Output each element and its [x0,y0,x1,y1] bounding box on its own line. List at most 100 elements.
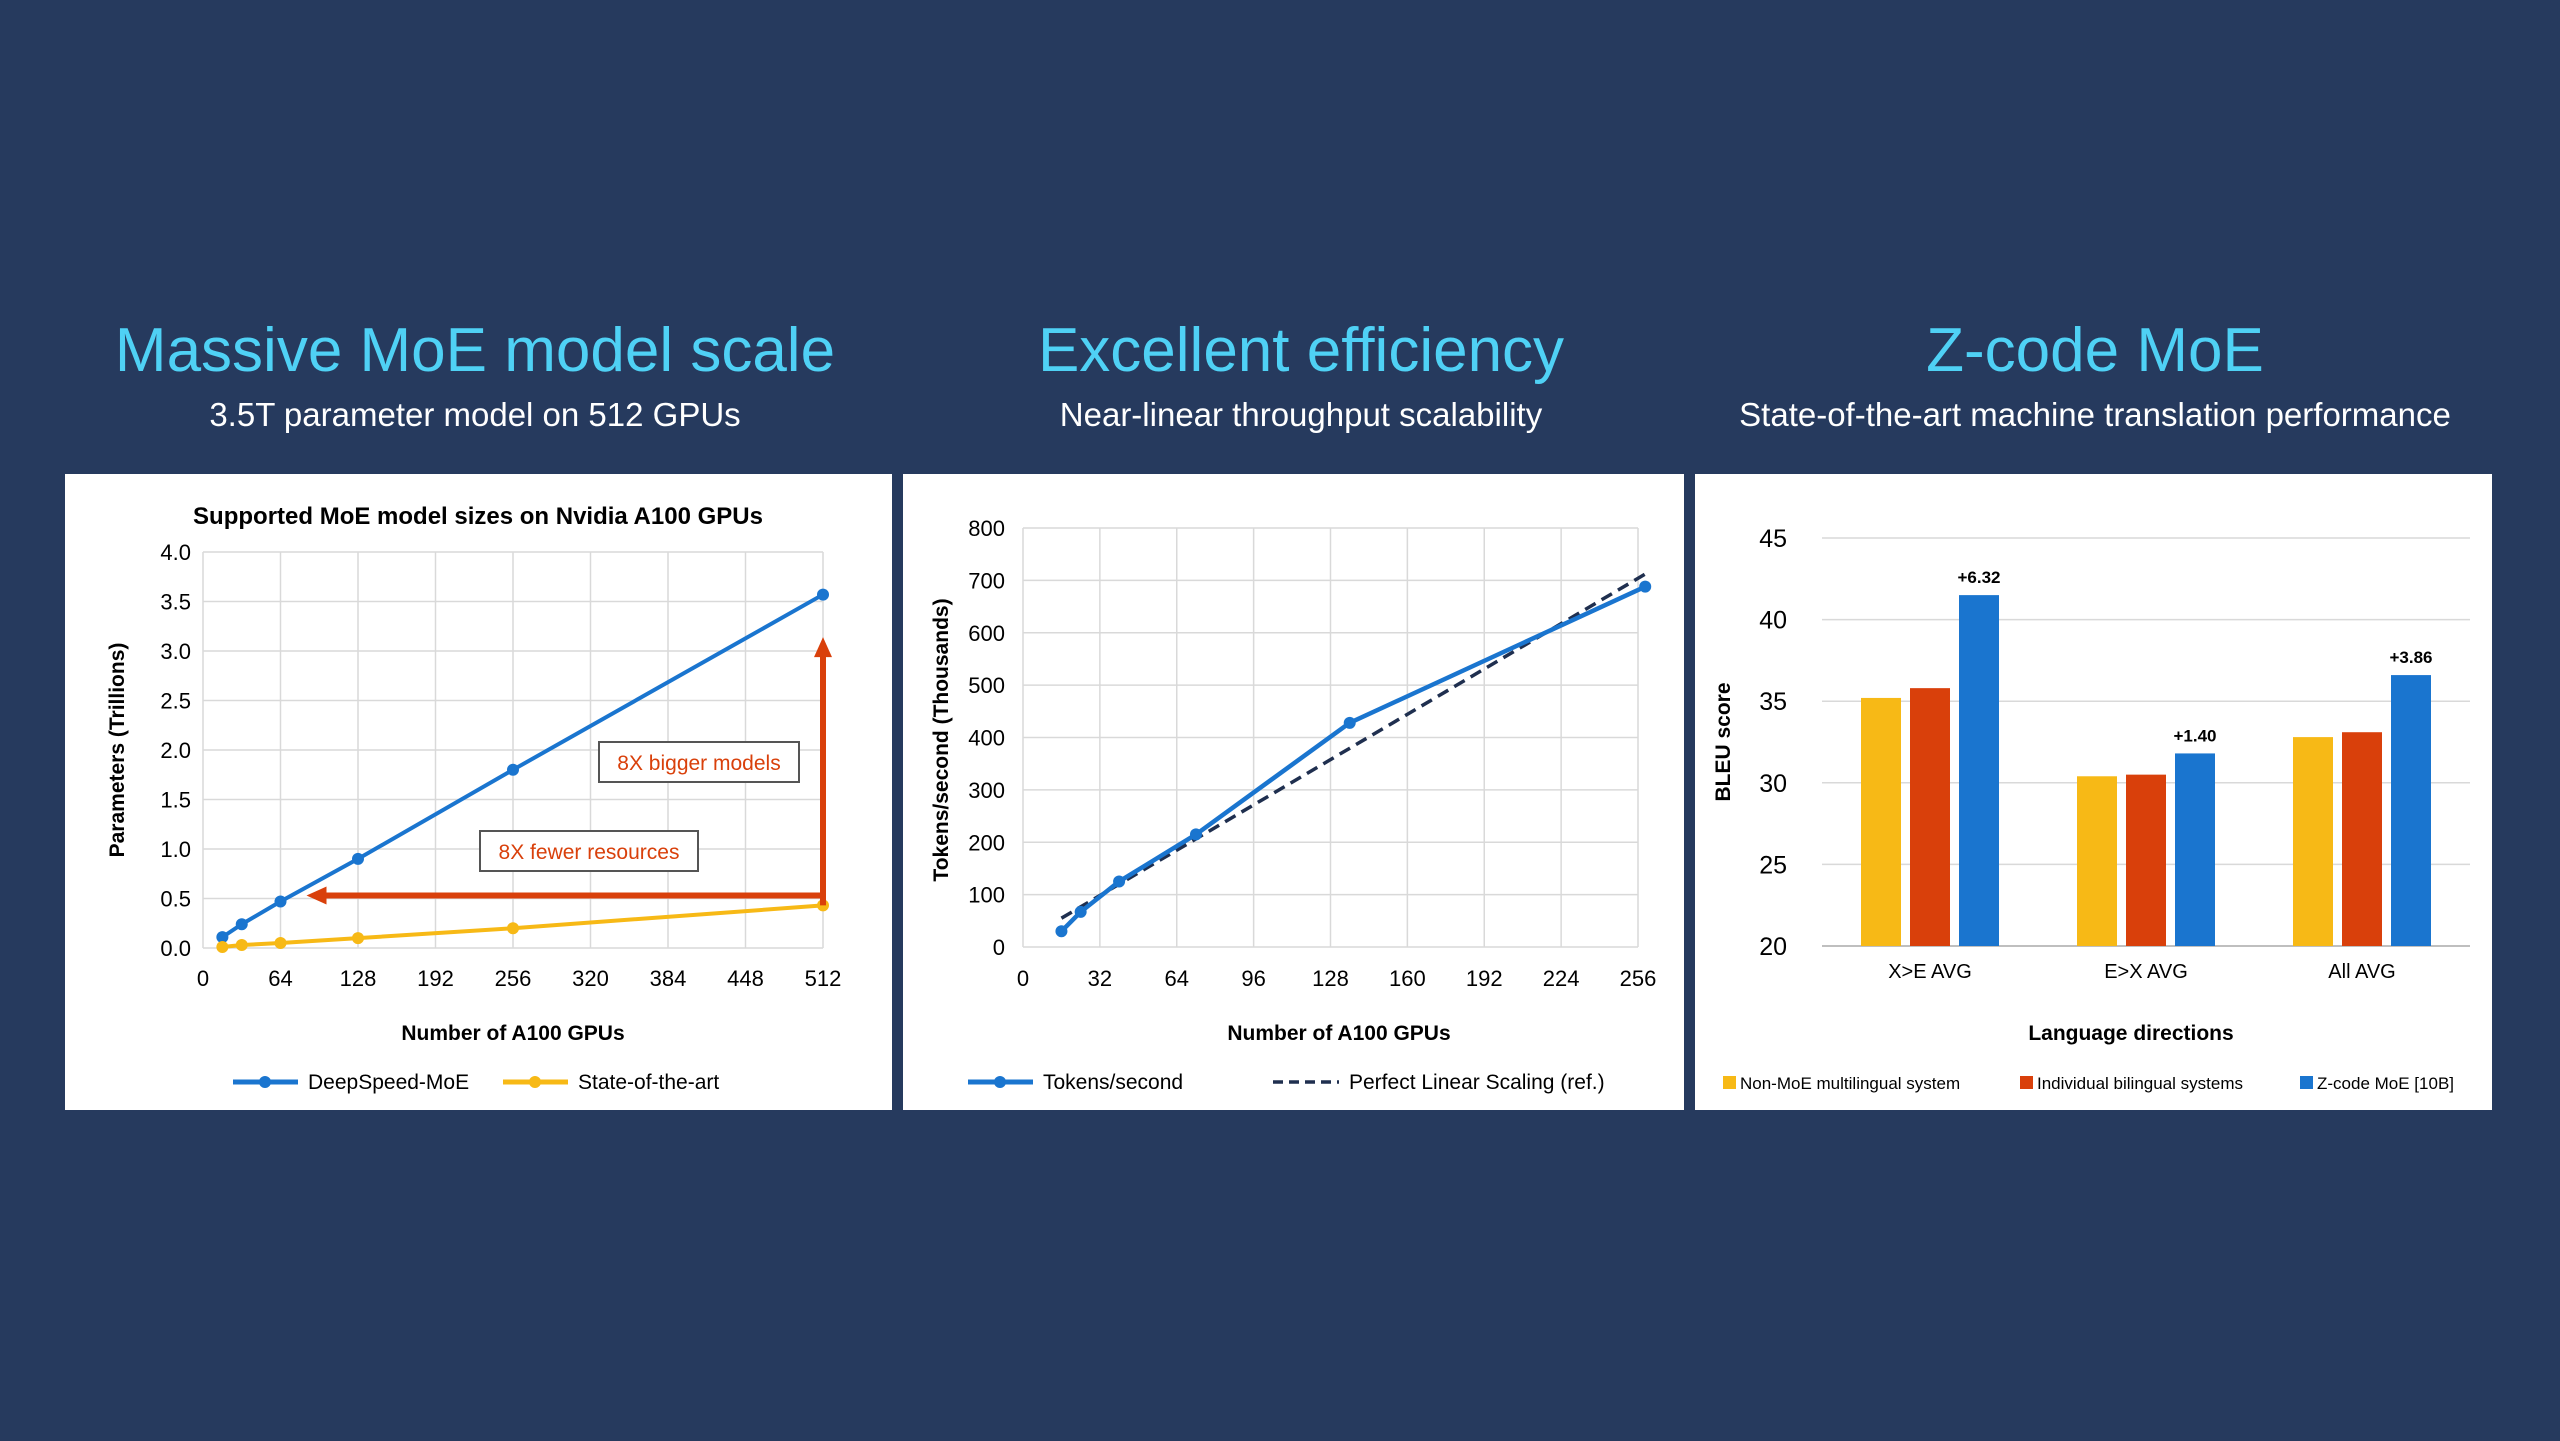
x-tick-label: 512 [805,966,842,991]
x-tick-label: E>X AVG [2104,961,2188,983]
y-tick-label: 35 [1759,688,1787,716]
data-point [274,895,287,908]
y-tick-label: 700 [968,568,1005,593]
y-tick-label: 800 [968,516,1005,541]
x-tick-label: 64 [268,966,292,991]
model-size-chart: Supported MoE model sizes on Nvidia A100… [106,503,842,1094]
data-point [507,763,519,776]
x-tick-label: All AVG [2328,961,2395,983]
legend-swatch [1723,1076,1736,1089]
y-tick-label: 100 [968,883,1005,908]
chart-panel-throughput: 0 100 200 300 400 500 600 700 800 0 32 64 96 128 160 19… [903,474,1684,1110]
annotation-fewer-resources: 8X fewer resources [499,841,680,864]
y-tick-label: 600 [968,621,1005,646]
x-tick-label: 224 [1543,966,1580,991]
x-tick-label: 64 [1165,966,1189,991]
data-point [235,939,248,952]
section-zcode: Z-code MoE State-of-the-art machine tran… [1695,316,2495,433]
bleu-chart: 20 25 30 35 40 45 BLEU score Language direction… [1712,525,2470,1093]
bar [2126,774,2166,946]
y-tick-label: 25 [1759,851,1787,879]
data-point [216,931,229,944]
y-tick-label: 2.5 [160,689,191,714]
x-tick-label: 256 [495,966,532,991]
arrow-head-left [306,886,327,905]
legend-label: Individual bilingual systems [2037,1074,2243,1093]
legend-swatch [2020,1076,2033,1089]
x-tick-label: 32 [1088,966,1112,991]
x-tick-label: 128 [1312,966,1349,991]
data-label: +1.40 [2173,726,2216,745]
annotation-bigger-models: 8X bigger models [617,752,780,775]
chart-panel-bleu: 20 25 30 35 40 45 BLEU score Language direction… [1695,474,2492,1110]
x-tick-label: 128 [340,966,377,991]
legend-marker [994,1076,1006,1088]
legend-label: Non-MoE multilingual system [1740,1074,1960,1093]
annotation-box [479,830,699,872]
data-point [1639,580,1652,593]
legend-label: Z-code MoE [10B] [2317,1074,2454,1093]
x-tick-label: 192 [417,966,454,991]
y-axis-label: Tokens/second (Thousands) [930,598,953,881]
x-tick-label: 448 [727,966,764,991]
series-line [1059,584,1647,933]
section-subtitle: 3.5T parameter model on 512 GPUs [209,396,741,433]
y-tick-label: 0.0 [160,936,191,961]
y-axis-label: BLEU score [1712,682,1735,801]
data-point [216,941,229,954]
bar [2175,753,2215,946]
section-subtitle: Near-linear throughput scalability [1059,396,1543,433]
legend-label: Perfect Linear Scaling (ref.) [1349,1071,1605,1094]
y-tick-label: 3.0 [160,639,191,664]
y-tick-label: 3.5 [160,590,191,615]
legend-marker [259,1076,271,1088]
x-axis-label: Language directions [2028,1022,2233,1045]
section-model-scale: Massive MoE model scale 3.5T parameter m… [65,320,885,433]
bar [1910,688,1950,946]
data-point [235,918,248,931]
annotation-box [598,741,800,783]
y-tick-label: 400 [968,726,1005,751]
x-tick-label: 384 [650,966,687,991]
section-efficiency: Excellent efficiency Near-linear through… [903,320,1699,433]
y-tick-label: 0.5 [160,887,191,912]
bar [1959,595,1999,946]
y-tick-label: 2.0 [160,738,191,763]
y-tick-label: 200 [968,830,1005,855]
bar [2391,675,2431,946]
data-point [817,588,829,601]
throughput-chart: 0 100 200 300 400 500 600 700 800 0 32 64 96 128 160 19… [930,516,1657,1094]
section-title: Z-code MoE [1926,316,2264,385]
data-label: +3.86 [2389,648,2432,667]
y-tick-label: 40 [1759,607,1787,635]
data-point [1343,716,1356,729]
y-tick-label: 45 [1759,525,1787,553]
x-tick-label: 256 [1620,966,1657,991]
bar [2293,737,2333,946]
y-tick-label: 1.0 [160,837,191,862]
legend-label: Tokens/second [1043,1071,1183,1094]
x-tick-label: 0 [197,966,209,991]
series-line [222,903,824,949]
x-axis-label: Number of A100 GPUs [401,1022,624,1045]
chart-panel-model-size: Supported MoE model sizes on Nvidia A100… [65,474,892,1110]
data-point [1055,925,1068,938]
x-tick-label: X>E AVG [1888,961,1972,983]
data-point [274,937,287,950]
y-axis-label: Parameters (Trillions) [106,643,129,858]
legend-label: State-of-the-art [578,1071,719,1094]
data-point [352,852,364,865]
x-tick-label: 192 [1466,966,1503,991]
x-tick-label: 320 [572,966,609,991]
data-point [1113,875,1126,888]
section-subtitle: State-of-the-art machine translation per… [1739,396,2451,433]
legend-marker [529,1076,541,1088]
data-point [352,932,364,945]
y-tick-label: 300 [968,778,1005,803]
y-tick-label: 20 [1759,933,1787,961]
y-tick-label: 30 [1759,770,1787,798]
bar [2342,732,2382,946]
y-tick-label: 500 [968,673,1005,698]
chart-title: Supported MoE model sizes on Nvidia A100… [193,503,763,530]
x-tick-label: 160 [1389,966,1426,991]
